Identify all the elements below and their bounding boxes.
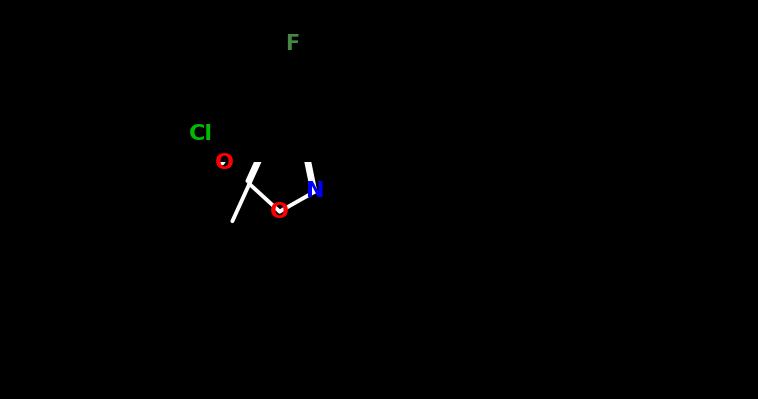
Text: O: O [215, 152, 233, 173]
Text: F: F [285, 34, 299, 54]
Text: N: N [306, 181, 324, 201]
Text: O: O [270, 201, 289, 221]
Text: Cl: Cl [190, 124, 213, 144]
